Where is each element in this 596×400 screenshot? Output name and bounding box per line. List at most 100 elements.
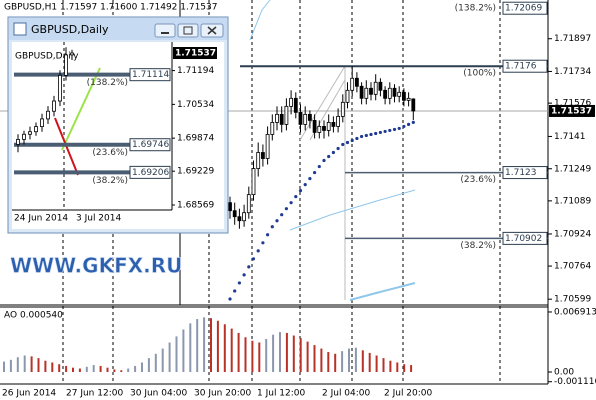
x-tick-label: 30 Jun 20:00	[194, 389, 251, 399]
sar-dot	[336, 146, 340, 151]
candle-body	[34, 126, 38, 133]
ao-bar	[251, 340, 254, 373]
ao-bar	[320, 348, 323, 373]
y-tick-label: 1.71194	[177, 66, 214, 76]
last-price: 1.71537	[175, 49, 216, 59]
sar-dot	[341, 142, 345, 147]
fib-trend	[299, 65, 346, 141]
sar-dot	[397, 126, 401, 131]
minimize-button[interactable]	[154, 23, 176, 38]
ao-bar	[348, 348, 350, 373]
ao-bar	[154, 353, 157, 373]
sar-dot	[355, 136, 359, 141]
candle-body	[22, 133, 26, 140]
candle-body	[369, 87, 373, 95]
sar-dot	[270, 225, 274, 229]
candle-body	[46, 110, 50, 120]
candle-body	[303, 113, 308, 125]
x-tick-label: 1 Jul 12:00	[257, 389, 306, 399]
x-tick-label: 30 Jun 04:00	[130, 389, 187, 399]
candle-body	[387, 87, 392, 99]
candle-body	[373, 81, 378, 95]
y-tick-label: 0.00	[554, 368, 574, 378]
price-box	[129, 138, 171, 152]
candle-body	[228, 202, 232, 212]
inset-chart-title: GBPUSD,Daily	[15, 52, 79, 62]
y-tick-label: 1.70534	[177, 100, 214, 110]
ao-bar	[16, 357, 19, 373]
candle-body	[364, 87, 369, 99]
ao-bar	[37, 358, 40, 373]
ao-bar	[403, 364, 406, 373]
ao-bar	[375, 355, 378, 373]
x-tick-label: 2 Jul 20:00	[384, 389, 433, 399]
sar-dot	[247, 265, 251, 269]
fib-price: 1.7123	[505, 168, 537, 178]
ao-bar	[196, 319, 199, 373]
sar-dot	[327, 154, 331, 159]
sar-dot	[233, 289, 237, 293]
ao-bar	[189, 323, 192, 373]
fib-price: 1.71114	[132, 70, 169, 80]
ao-bar	[368, 352, 371, 373]
candle-body	[359, 85, 364, 99]
ao-bar	[85, 366, 88, 373]
sar-dot	[256, 249, 260, 253]
sar-dot	[383, 129, 387, 134]
sar-dot	[275, 219, 279, 223]
inset-window: GBPUSD,Daily GBPUSD,Daily 1.71194 1.70534…	[7, 16, 229, 234]
candle-body	[397, 91, 402, 97]
candle-body	[331, 122, 336, 127]
ao-bar	[354, 347, 357, 373]
x-tick-label: 27 Jun 12:00	[66, 389, 123, 399]
last-price-box	[549, 104, 595, 117]
y-tick-label: 1.71249	[554, 164, 591, 174]
fib-label: (23.6%)	[92, 148, 128, 158]
candle-body	[256, 152, 261, 169]
candle-body	[317, 126, 322, 133]
sar-dot	[407, 122, 411, 127]
close-icon	[207, 26, 217, 35]
sar-dot	[364, 133, 368, 138]
fib-label: (38.2%)	[460, 241, 496, 251]
sar-dot	[303, 183, 307, 187]
ao-bar	[292, 335, 295, 373]
sar-dot	[266, 233, 270, 237]
fib-label: (138.2%)	[87, 78, 128, 88]
y-tick-label: 1.71734	[554, 67, 591, 77]
ao-bar	[78, 368, 81, 373]
ao-bar	[72, 367, 74, 373]
ao-bar	[134, 365, 137, 373]
last-price: 1.71537	[551, 106, 592, 116]
ao-bar	[168, 342, 171, 373]
ao-bar	[279, 332, 281, 373]
candle-body	[242, 212, 247, 222]
maximize-button[interactable]	[177, 23, 199, 38]
candle-body	[265, 134, 270, 159]
ao-bar	[396, 362, 399, 373]
fib-price: 1.70902	[505, 234, 542, 244]
window-title: GBPUSD,Daily	[31, 23, 109, 36]
candle-body	[322, 126, 326, 131]
ao-bar	[203, 317, 206, 373]
ao-bar	[113, 369, 116, 373]
candle-body	[28, 131, 32, 135]
price-box	[502, 166, 548, 180]
ao-bar	[51, 362, 54, 373]
ao-bar	[147, 358, 150, 373]
sar-dot	[378, 130, 382, 135]
candle-body	[350, 77, 355, 91]
sar-dot	[280, 213, 284, 217]
y-tick-label: -0.001116	[554, 377, 596, 387]
sar-dot	[350, 138, 354, 143]
candle-body	[70, 52, 74, 56]
window-icon	[13, 22, 27, 36]
candle-body	[411, 98, 416, 112]
ao-bar	[244, 337, 247, 373]
maximize-icon	[183, 26, 193, 35]
candle-body	[307, 113, 312, 121]
candle-body	[406, 97, 411, 101]
sar-dot	[369, 132, 373, 137]
